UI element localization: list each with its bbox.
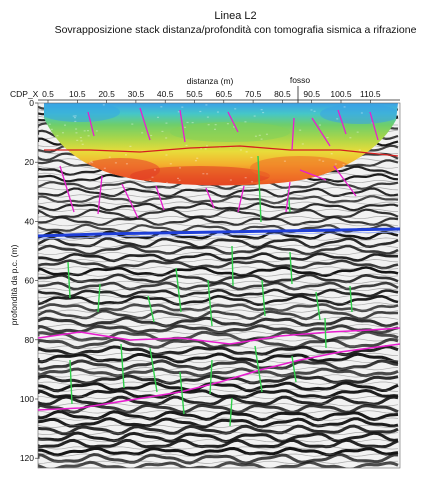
fault-line-magenta xyxy=(337,109,347,135)
fault-line-magenta xyxy=(369,111,379,141)
fault-line-magenta xyxy=(291,117,295,151)
fault-line-green xyxy=(291,355,297,383)
fault-line-magenta xyxy=(59,165,75,213)
fault-line-green xyxy=(147,295,155,323)
fault-line-magenta xyxy=(311,117,331,147)
fault-line-green xyxy=(67,261,71,299)
x-tick-label: 10.5 xyxy=(69,89,86,99)
fault-line-green xyxy=(324,317,327,349)
y-tick-label: 80 xyxy=(25,335,35,345)
blue-reflector-halo xyxy=(38,231,400,240)
chart-subtitle: Sovrapposizione stack distanza/profondit… xyxy=(54,24,417,36)
fault-line-green xyxy=(289,251,293,285)
fault-line-green xyxy=(175,267,182,313)
fault-line-green xyxy=(207,279,213,327)
x-tick-labels: 0.5 10.5 20.5 30.5 40.5 50.5 60.5 70.5 80.5 90.5 1… xyxy=(42,89,381,103)
plot-frame xyxy=(37,102,401,469)
fault-line-magenta xyxy=(333,165,357,197)
y-tick-label: 100 xyxy=(20,394,34,404)
x-tick-label: 100.5 xyxy=(330,89,352,99)
fault-line-magenta xyxy=(97,175,103,215)
fault-line-magenta xyxy=(179,109,186,143)
x-tick-label: 30.5 xyxy=(128,89,145,99)
interpretation-layer xyxy=(38,107,400,427)
x-tick-label: 0.5 xyxy=(42,89,54,99)
cdp-label: CDP_X xyxy=(10,89,39,99)
x-tick-label: 110.5 xyxy=(360,89,381,99)
fault-line-green xyxy=(69,359,73,405)
y-tick-label: 0 xyxy=(29,98,34,108)
x-tick-label: 60.5 xyxy=(216,89,233,99)
fault-line-green xyxy=(120,343,125,389)
x-tick-label: 70.5 xyxy=(245,89,262,99)
y-tick-labels: 0 20 40 60 80 100 120 xyxy=(20,98,38,463)
x-axis-title: distanza (m) xyxy=(187,76,234,86)
x-tick-label: 50.5 xyxy=(186,89,203,99)
x-tick-label: 40.5 xyxy=(157,89,174,99)
fault-line-magenta xyxy=(205,187,215,209)
fault-line-magenta xyxy=(155,185,165,211)
fault-line-magenta xyxy=(285,181,291,213)
y-tick-label: 60 xyxy=(25,276,35,286)
fault-line-green xyxy=(257,155,262,223)
blue-reflector-line xyxy=(38,227,400,238)
magenta-horizon-lower xyxy=(38,343,400,411)
fault-line-magenta xyxy=(299,169,327,181)
fault-line-magenta xyxy=(227,111,239,133)
x-tick-label: 80.5 xyxy=(274,89,291,99)
fault-line-green xyxy=(231,245,234,287)
fault-line-green xyxy=(209,359,213,395)
y-tick-label: 20 xyxy=(25,157,35,167)
x-tick-label: 90.5 xyxy=(303,89,320,99)
fault-line-green xyxy=(261,279,266,317)
fault-line-green xyxy=(97,283,101,313)
fosso-annotation: fosso xyxy=(290,75,311,85)
fault-line-green xyxy=(229,397,233,427)
tomography-boundary-line xyxy=(44,145,399,157)
fault-line-magenta xyxy=(87,111,95,137)
fault-line-magenta xyxy=(139,107,151,141)
fault-line-green xyxy=(349,285,353,313)
x-tick-label: 20.5 xyxy=(98,89,115,99)
fault-line-magenta xyxy=(237,185,245,213)
fault-line-green xyxy=(254,345,263,393)
magenta-horizon-upper xyxy=(38,327,400,345)
fault-line-green xyxy=(149,347,158,393)
y-tick-label: 40 xyxy=(25,216,35,226)
fault-line-green xyxy=(179,371,185,415)
y-axis-title: profondità da p.c. (m) xyxy=(9,244,19,325)
y-tick-label: 120 xyxy=(20,453,34,463)
fault-line-green xyxy=(315,291,321,321)
chart-title: Linea L2 xyxy=(214,10,257,22)
fault-line-magenta xyxy=(121,183,139,219)
